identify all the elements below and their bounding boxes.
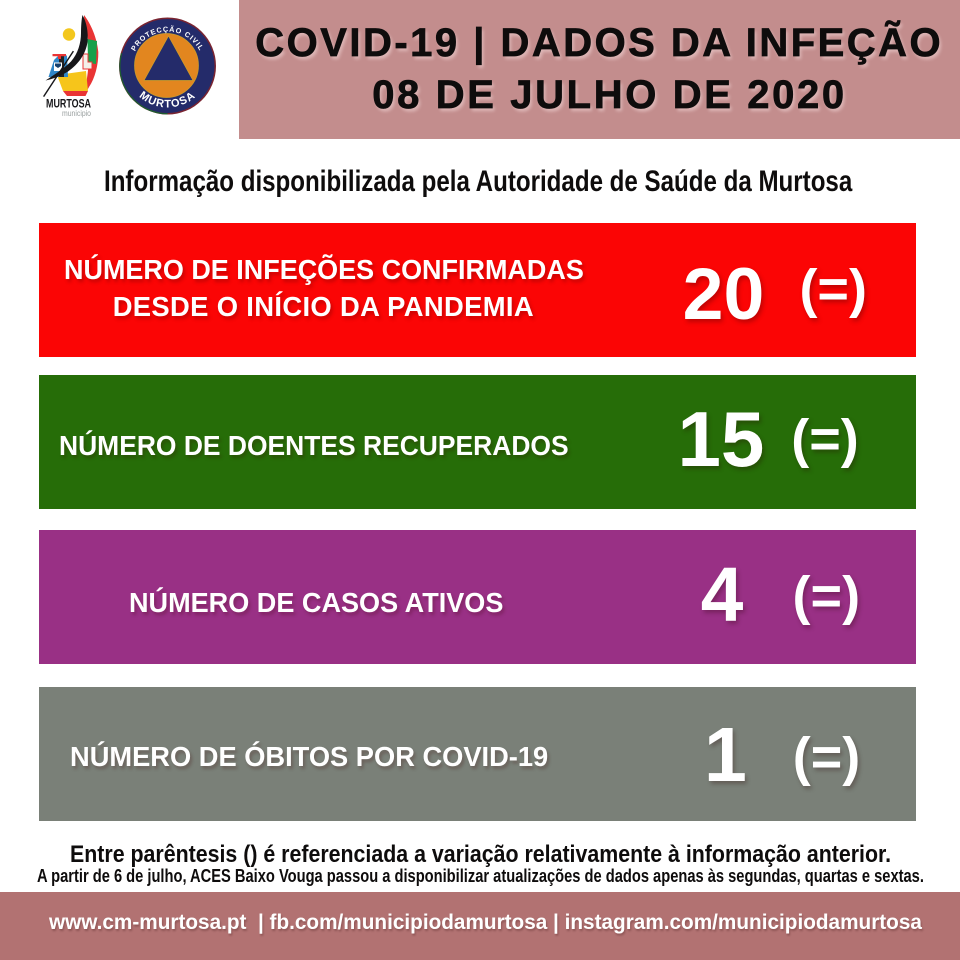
svg-text:municipio: municipio [62,108,91,118]
svg-text:MURTOSA: MURTOSA [46,99,91,111]
